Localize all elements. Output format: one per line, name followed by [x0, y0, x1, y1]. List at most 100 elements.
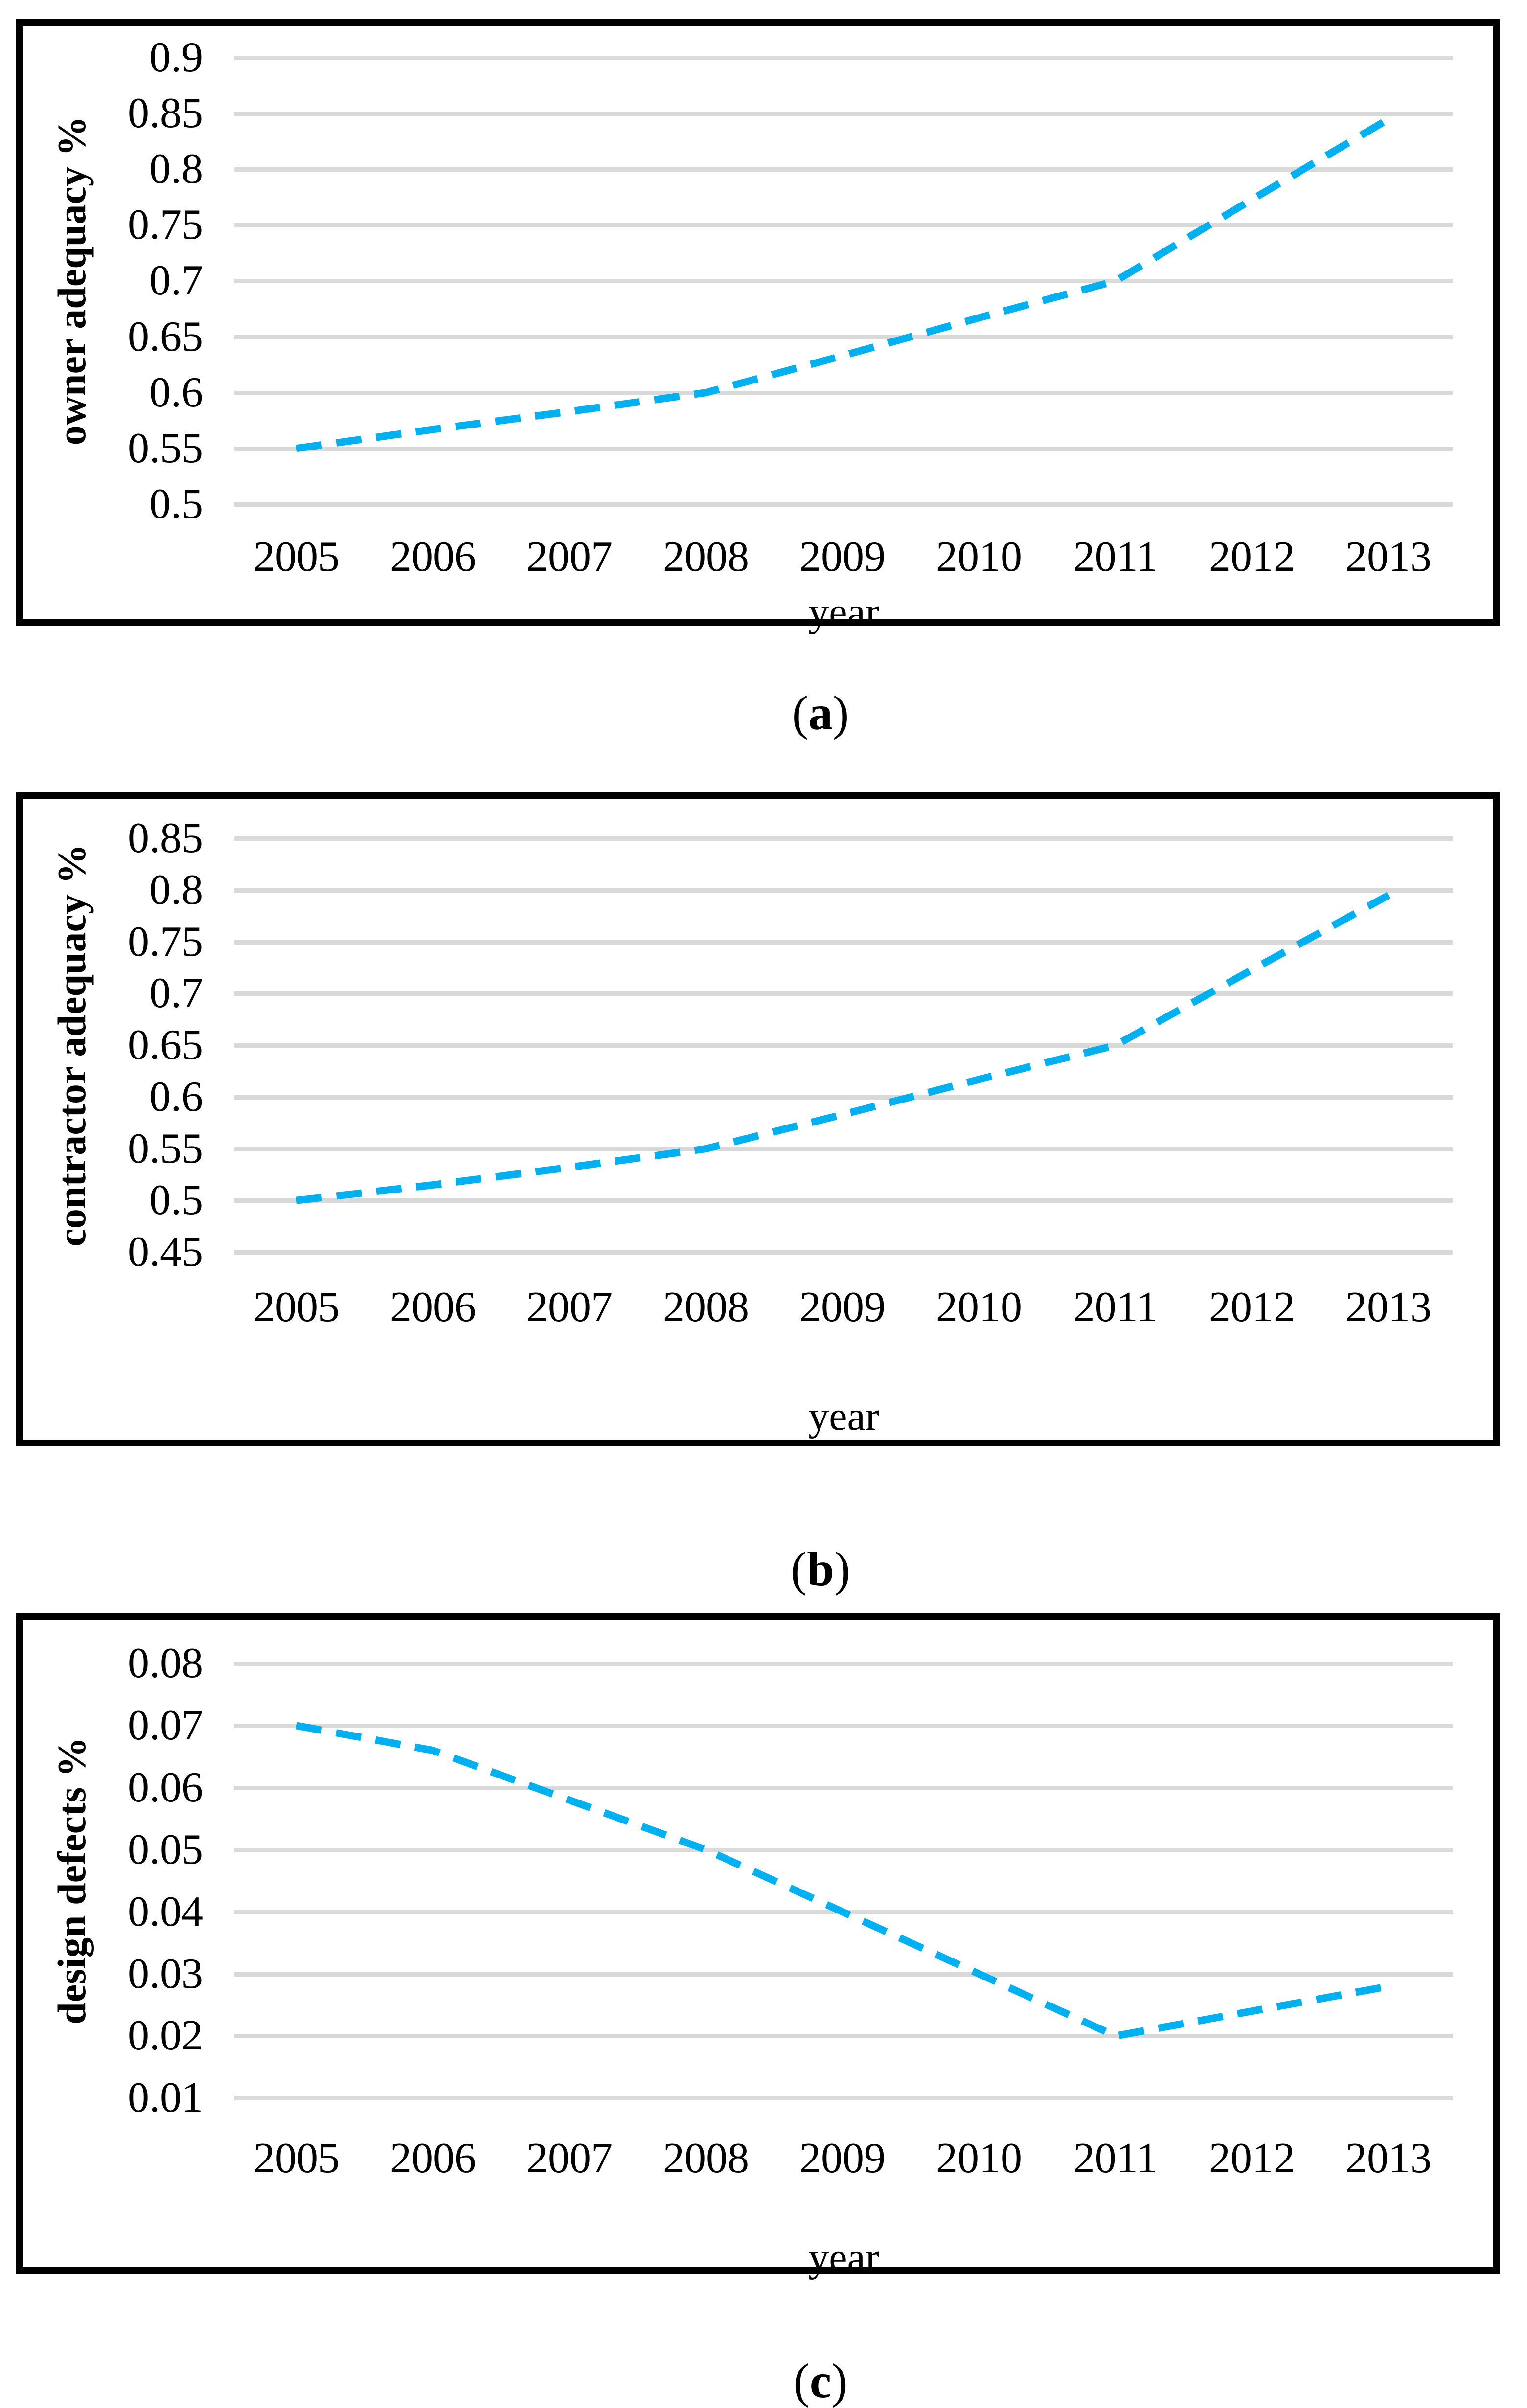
y-tick-label: 0.75	[128, 201, 203, 249]
y-tick-label: 0.08	[128, 1640, 203, 1687]
series-line	[296, 892, 1390, 1204]
panel-caption-c: (c)	[793, 2357, 847, 2406]
x-tick-label: 2012	[1209, 2135, 1295, 2182]
gridline	[234, 991, 1453, 996]
gridline	[234, 1147, 1453, 1151]
x-tick-label: 2007	[526, 2135, 613, 2182]
x-tick-label: 2010	[936, 1283, 1022, 1331]
x-tick-label: 2013	[1345, 533, 1432, 581]
x-tick-label: 2007	[526, 1283, 613, 1331]
caption-paren: )	[833, 686, 849, 740]
chart-panel-c: design defects % year 0.08 0.07 0.06 0.05 0.…	[16, 1613, 1500, 2278]
y-tick-label: 0.45	[128, 1228, 203, 1276]
caption-letter: c	[809, 2354, 832, 2408]
y-tick-label: 0.65	[128, 313, 203, 360]
y-tick-label: 0.7	[149, 969, 203, 1017]
gridline	[234, 335, 1453, 339]
gridline	[234, 223, 1453, 228]
plot-area-c: design defects % year 0.08 0.07 0.06 0.05 0.…	[23, 1620, 1493, 2278]
x-tick-label: 2006	[390, 2135, 476, 2182]
y-tick-label: 0.8	[149, 145, 203, 193]
y-tick-label: 0.07	[128, 1701, 203, 1749]
x-axis-title: year	[808, 1394, 879, 1439]
plot-area-a: owner adequacy % year 0.9 0.85 0.8 0.75 0.7 0…	[23, 26, 1493, 633]
y-tick-label: 0.85	[128, 90, 203, 137]
data-line-svg	[296, 1722, 1390, 2040]
x-tick-label: 2010	[936, 533, 1022, 581]
x-tick-label: 2011	[1073, 1283, 1158, 1331]
caption-paren: (	[790, 1542, 807, 1596]
chart-panel-a: owner adequacy % year 0.9 0.85 0.8 0.75 0.7 0…	[16, 19, 1500, 633]
y-tick-label: 0.06	[128, 1763, 203, 1811]
gridline	[234, 1785, 1453, 1790]
x-tick-label: 2009	[799, 1283, 886, 1331]
y-tick-label: 0.7	[149, 257, 203, 305]
x-tick-label: 2007	[526, 533, 613, 581]
gridline	[234, 888, 1453, 893]
plot-area-b: contractor adequacy % year 0.85 0.8 0.75 0.…	[23, 799, 1493, 1440]
y-tick-label: 0.03	[128, 1950, 203, 1998]
caption-paren: (	[792, 686, 808, 740]
x-tick-label: 2006	[390, 1283, 476, 1331]
x-tick-label: 2009	[799, 2135, 886, 2182]
x-tick-label: 2005	[253, 533, 340, 581]
gridline	[234, 112, 1453, 116]
x-tick-label: 2009	[799, 533, 886, 581]
gridline	[234, 1198, 1453, 1203]
gridline	[234, 167, 1453, 172]
caption-paren: )	[834, 1542, 851, 1596]
y-tick-label: 0.55	[128, 424, 203, 472]
gridline	[234, 390, 1453, 395]
caption-paren: (	[793, 2354, 810, 2408]
series-line	[296, 1722, 1390, 2040]
caption-paren: )	[831, 2354, 848, 2408]
chart-panel-b: contractor adequacy % year 0.85 0.8 0.75 0.…	[16, 792, 1500, 1446]
y-tick-label: 0.75	[128, 918, 203, 966]
gridline	[234, 502, 1453, 507]
x-axis-title: year	[808, 589, 879, 635]
y-tick-label: 0.55	[128, 1125, 203, 1172]
x-tick-label: 2013	[1345, 2135, 1432, 2182]
gridline	[234, 446, 1453, 451]
gridline	[234, 1847, 1453, 1852]
y-tick-label: 0.85	[128, 814, 203, 862]
y-tick-label: 0.5	[149, 480, 203, 528]
caption-letter: b	[807, 1542, 834, 1596]
y-tick-label: 0.5	[149, 1176, 203, 1224]
panel-caption-a: (a)	[792, 689, 849, 738]
gridline	[234, 1662, 1453, 1666]
y-tick-label: 0.6	[149, 368, 203, 416]
gridline	[234, 56, 1453, 60]
y-tick-label: 0.6	[149, 1073, 203, 1121]
x-tick-label: 2012	[1209, 1283, 1295, 1331]
gridline	[234, 836, 1453, 841]
y-tick-label: 0.04	[128, 1888, 203, 1935]
x-tick-label: 2013	[1345, 1283, 1432, 1331]
gridline	[234, 1972, 1453, 1977]
x-tick-label: 2005	[253, 2135, 340, 2182]
series-line	[296, 116, 1390, 452]
gridline	[234, 2096, 1453, 2101]
gridline	[234, 2034, 1453, 2039]
x-tick-label: 2011	[1073, 2135, 1158, 2182]
y-tick-label: 0.02	[128, 2012, 203, 2060]
x-axis-title: year	[808, 2235, 879, 2280]
data-line-svg	[296, 892, 1390, 1204]
gridline	[234, 1723, 1453, 1728]
gridline	[234, 1043, 1453, 1048]
gridline	[234, 1095, 1453, 1100]
gridline	[234, 1250, 1453, 1255]
data-line-svg	[296, 116, 1390, 452]
y-tick-label: 0.65	[128, 1021, 203, 1069]
x-tick-label: 2011	[1073, 533, 1158, 581]
panel-caption-b: (b)	[791, 1545, 850, 1594]
y-tick-label: 0.05	[128, 1825, 203, 1873]
x-tick-label: 2010	[936, 2135, 1022, 2182]
y-tick-label: 0.01	[128, 2074, 203, 2122]
caption-letter: a	[808, 686, 833, 740]
gridline	[234, 279, 1453, 284]
x-tick-label: 2006	[390, 533, 476, 581]
x-tick-label: 2012	[1209, 533, 1295, 581]
x-tick-label: 2008	[663, 2135, 749, 2182]
gridline	[234, 940, 1453, 945]
